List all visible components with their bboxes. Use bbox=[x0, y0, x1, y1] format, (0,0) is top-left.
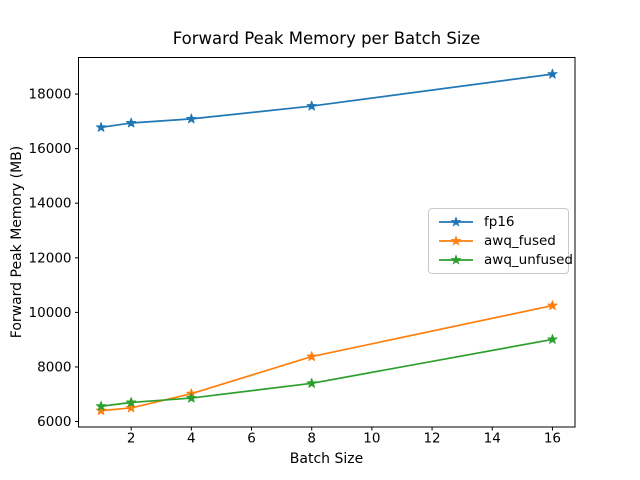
x-tick-label: 8 bbox=[307, 431, 316, 447]
line-marker-sample-awq-fused bbox=[439, 235, 473, 246]
series-line-awq_unfused bbox=[100, 338, 553, 408]
x-tick-label: 16 bbox=[544, 431, 561, 447]
series-line-fp16 bbox=[100, 73, 553, 129]
data-point-star-fp16 bbox=[186, 113, 197, 124]
line-marker-sample-fp16 bbox=[439, 215, 473, 227]
x-tick-label: 6 bbox=[247, 431, 256, 447]
legend-label: awq_unfused bbox=[484, 252, 573, 269]
x-axis-label: Batch Size bbox=[289, 451, 364, 467]
x-tick-label: 12 bbox=[423, 431, 440, 447]
x-tick-label: 4 bbox=[187, 431, 196, 447]
data-point-star-awq_unfused bbox=[126, 397, 137, 407]
data-point-star-fp16 bbox=[126, 117, 137, 128]
series-line-awq_fused bbox=[100, 304, 553, 412]
data-point-star-fp16 bbox=[306, 100, 317, 111]
data-point-star-fp16 bbox=[95, 121, 107, 132]
y-tick-label: 6000 bbox=[37, 414, 71, 430]
y-axis-label: Forward Peak Memory (MB) bbox=[9, 145, 25, 339]
line-marker-sample-awq-unfused bbox=[439, 254, 473, 265]
x-tick-label: 14 bbox=[484, 431, 501, 447]
data-point-star-awq_fused bbox=[95, 405, 107, 416]
legend-item-fp16: fp16 bbox=[438, 212, 562, 231]
data-point-star-awq_fused bbox=[126, 402, 137, 413]
y-tick-label: 14000 bbox=[29, 196, 72, 212]
legend-item-awq-unfused: awq_unfused bbox=[438, 251, 573, 270]
legend-label: awq_fused bbox=[484, 232, 556, 249]
y-tick-label: 10000 bbox=[29, 305, 72, 321]
y-tick-label: 16000 bbox=[29, 141, 72, 157]
axes-frame bbox=[78, 57, 576, 428]
legend-item-awq-fused: awq_fused bbox=[438, 231, 562, 250]
data-point-star-awq_unfused bbox=[306, 377, 317, 388]
x-tick-label: 10 bbox=[363, 431, 380, 447]
x-tick-label: 2 bbox=[127, 431, 136, 447]
data-point-star-awq_fused bbox=[547, 300, 558, 311]
y-tick-label: 8000 bbox=[37, 359, 71, 375]
legend-label: fp16 bbox=[484, 213, 515, 230]
data-point-star-awq_unfused bbox=[547, 333, 558, 344]
data-point-star-awq_unfused bbox=[186, 392, 197, 403]
legend: fp16 awq_fused awq_unfused bbox=[428, 208, 573, 274]
y-tick-label: 12000 bbox=[29, 250, 72, 266]
data-point-star-awq_unfused bbox=[95, 400, 107, 411]
chart-title: Forward Peak Memory per Batch Size bbox=[172, 29, 481, 48]
data-point-star-fp16 bbox=[547, 68, 558, 79]
y-tick-label: 18000 bbox=[29, 87, 72, 103]
data-point-star-awq_fused bbox=[306, 351, 317, 362]
